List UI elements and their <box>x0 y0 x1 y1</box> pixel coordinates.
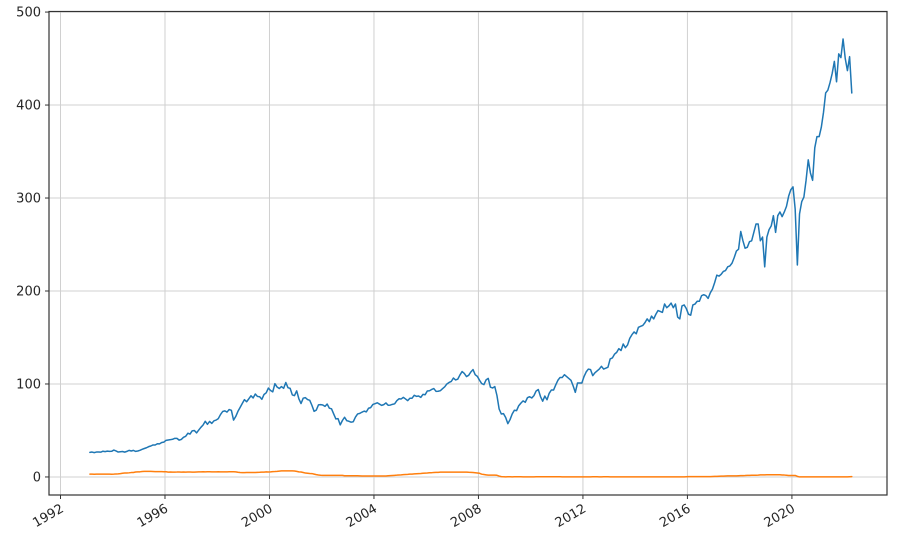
axes-spines <box>48 10 888 496</box>
series-blue-line <box>89 38 853 454</box>
y-tick-label: 400 <box>16 99 41 114</box>
y-tick-label: 500 <box>16 6 41 21</box>
y-tick-label: 200 <box>16 285 41 300</box>
plot-area <box>49 11 887 495</box>
series-orange-line <box>89 470 853 478</box>
y-tick-label: 300 <box>16 192 41 207</box>
y-tick-label: 0 <box>33 470 41 485</box>
y-tick-label: 100 <box>16 377 41 392</box>
